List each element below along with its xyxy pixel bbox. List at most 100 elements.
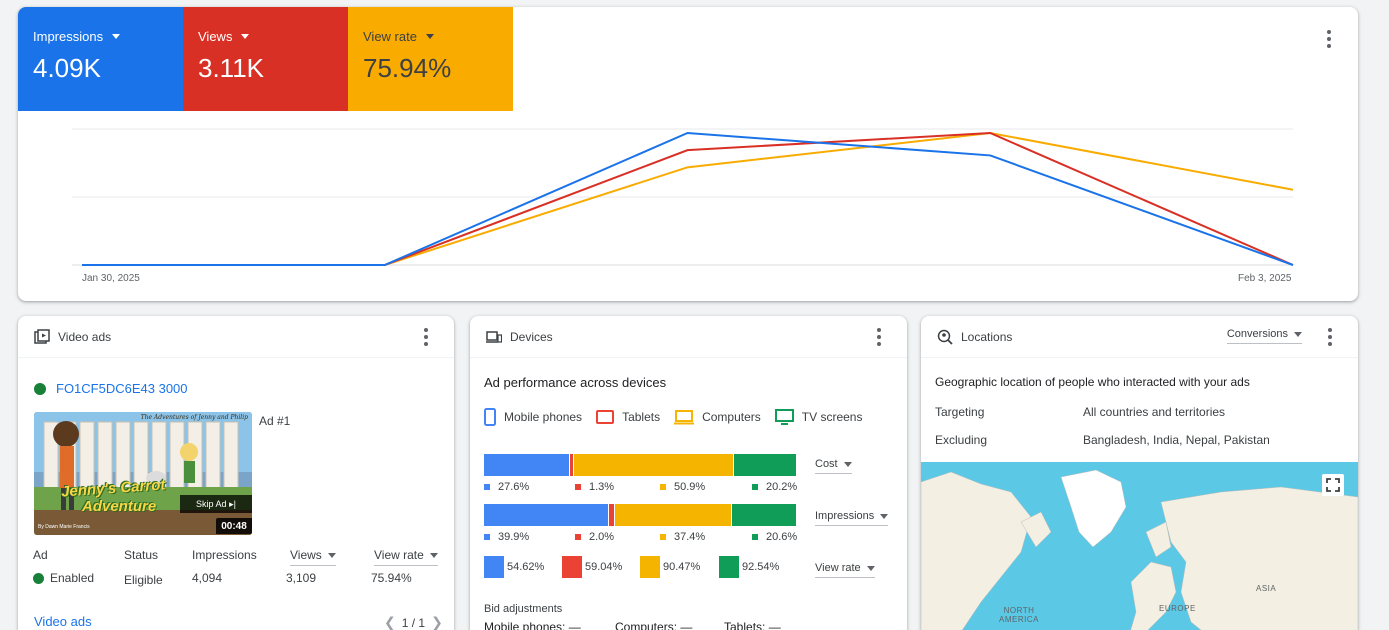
trend-line-chart (72, 128, 1294, 266)
cost-segment-computer (574, 454, 734, 476)
caret-down-icon (880, 513, 889, 519)
ad-name[interactable]: FO1CF5DC6E43 3000 (56, 381, 188, 396)
ad-enabled-text: Enabled (50, 571, 95, 585)
series-line-impressions (82, 131, 1294, 266)
impressions-cell: 4,094 (192, 571, 223, 585)
legend-tv-screens: TV screens (774, 409, 863, 425)
video-duration-badge: 00:48 (216, 518, 252, 534)
views-column-dropdown[interactable]: Views (290, 548, 336, 566)
thumbnail-title-line2: Adventure (82, 498, 157, 515)
excluding-label: Excluding (935, 433, 988, 447)
views-cell: 3,109 (286, 571, 317, 585)
bid-computers: Computers: — (615, 620, 693, 630)
tablet-swatch-icon (575, 534, 581, 540)
video-ads-link[interactable]: Video ads (34, 614, 92, 629)
rate-computer: 90.47% (663, 561, 701, 573)
more-options-icon[interactable] (414, 325, 438, 349)
tv-icon (774, 409, 794, 425)
conversions-dropdown[interactable]: Conversions (1226, 328, 1302, 344)
skip-ad-button[interactable]: Skip Ad ▸| (180, 495, 252, 513)
impressions-stacked-bar (484, 504, 797, 526)
caret-down-icon (425, 34, 434, 39)
view-rate-column-dropdown[interactable]: View rate (374, 548, 438, 566)
status-cell: Eligible (124, 573, 163, 587)
devices-card: Devices Ad performance across devices Mo… (470, 316, 907, 630)
world-map-shapes (921, 469, 1358, 630)
legend-label: TV screens (801, 410, 863, 424)
cost-segment-tv (733, 454, 797, 476)
thumbnail-illustration (34, 412, 252, 535)
rate-mobile: 54.62% (507, 561, 545, 573)
mobile-phone-icon (484, 408, 496, 426)
impressions-metric-value: 4.09K (33, 53, 101, 83)
targeting-value: All countries and territories (1083, 405, 1226, 419)
tablet-rate-swatch-icon (562, 556, 582, 578)
mobile-swatch-icon (484, 534, 490, 540)
more-options-icon[interactable] (1317, 27, 1341, 51)
devices-subtitle: Ad performance across devices (484, 375, 667, 390)
thumbnail-author: By Dawn Marie Francis (38, 524, 90, 530)
computer-swatch-icon (660, 484, 666, 490)
chevron-right-icon[interactable]: ❯ (431, 614, 443, 630)
fullscreen-icon[interactable] (1322, 474, 1344, 496)
imp-tv-pct: 20.6% (766, 531, 798, 543)
computer-icon (674, 409, 695, 424)
column-header-views: Views (290, 548, 322, 562)
impressions-metric-tab[interactable]: Impressions 4.09K (18, 7, 183, 111)
locations-title: Locations (961, 329, 1013, 344)
devices-title: Devices (510, 329, 553, 344)
map-label-north-america: NORTH AMERICA (999, 606, 1039, 624)
ad-name-link[interactable]: FO1CF5DC6E43 3000 (34, 381, 188, 396)
imp-tablet-pct: 2.0% (589, 531, 615, 543)
tv-swatch-icon (752, 534, 758, 540)
video-thumbnail[interactable]: The Adventures of Jenny and Philip Jenny… (34, 412, 252, 535)
tablet-icon (596, 410, 615, 424)
caret-down-icon (866, 565, 875, 571)
targeting-label: Targeting (935, 405, 985, 419)
pager: ❮ 1 / 1 ❯ (384, 614, 443, 630)
cost-segment-mobile (484, 454, 571, 476)
location-search-icon (937, 329, 953, 345)
world-map[interactable]: ASIA EUROPE NORTH AMERICA (921, 462, 1358, 630)
video-library-icon (34, 328, 50, 344)
bid-mobile: Mobile phones: — (484, 620, 581, 630)
views-metric-tab[interactable]: Views 3.11K (183, 7, 348, 111)
cost-dropdown-label: Cost (815, 458, 838, 470)
legend-mobile-phones: Mobile phones (484, 408, 582, 426)
x-axis-end-label: Feb 3, 2025 (1238, 273, 1292, 284)
impressions-dropdown-label: Impressions (815, 510, 875, 522)
more-options-icon[interactable] (1318, 325, 1342, 349)
cost-dropdown[interactable]: Cost (815, 458, 852, 474)
imp-computer-pct: 37.4% (674, 531, 706, 543)
ad-number-label: Ad #1 (259, 414, 291, 428)
video-ads-card: Video ads FO1CF5DC6E43 3000 The Adventur… (18, 316, 454, 630)
column-header-status: Status (124, 548, 159, 562)
view-rate-dropdown[interactable]: View rate (815, 562, 875, 578)
view-rate-metric-value: 75.94% (363, 53, 452, 83)
column-header-view-rate: View rate (374, 548, 424, 562)
cost-tablet-pct: 1.3% (589, 481, 615, 493)
legend-label: Computers (702, 410, 761, 424)
view-rate-metric-tab[interactable]: View rate 75.94% (348, 7, 513, 111)
rate-tablet: 59.04% (585, 561, 623, 573)
view-rate-metric-label: View rate (363, 29, 417, 44)
column-header-impressions: Impressions (192, 548, 257, 562)
caret-down-icon (843, 461, 852, 467)
column-header-ad: Ad (33, 548, 48, 562)
caret-down-icon (429, 552, 438, 558)
mobile-rate-swatch-icon (484, 556, 504, 578)
view-rate-dropdown-label: View rate (815, 562, 861, 574)
impressions-segment-mobile (484, 504, 609, 526)
impressions-segment-tv (732, 504, 797, 526)
tv-swatch-icon (752, 484, 758, 490)
cost-mobile-pct: 27.6% (498, 481, 530, 493)
more-options-icon[interactable] (867, 325, 891, 349)
caret-down-icon (112, 34, 121, 39)
excluding-value: Bangladesh, India, Nepal, Pakistan (1083, 433, 1270, 447)
legend-label: Tablets (622, 410, 661, 424)
impressions-dropdown[interactable]: Impressions (815, 510, 889, 526)
chevron-left-icon[interactable]: ❮ (384, 614, 396, 630)
conversions-dropdown-label: Conversions (1226, 328, 1288, 340)
ad-status-cell: Enabled (33, 571, 94, 585)
caret-down-icon (327, 552, 336, 558)
